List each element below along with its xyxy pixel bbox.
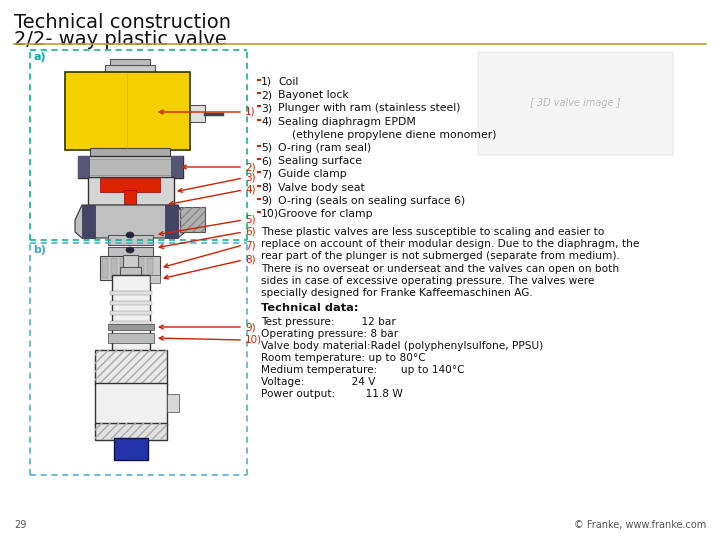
Text: sides in case of excessive operating pressure. The valves were: sides in case of excessive operating pre…	[261, 276, 595, 286]
Text: Guide clamp: Guide clamp	[278, 170, 347, 179]
Bar	[95, 383, 167, 425]
Bar	[100, 256, 160, 280]
Text: © Franke, www.franke.com: © Franke, www.franke.com	[574, 520, 706, 530]
Bar	[180, 207, 205, 232]
Text: 9): 9)	[261, 196, 272, 206]
Text: Technical data:: Technical data:	[261, 303, 359, 313]
Text: Sealing surface: Sealing surface	[278, 156, 362, 166]
Bar	[110, 59, 150, 65]
Text: Technical construction: Technical construction	[14, 13, 231, 32]
Bar	[138, 258, 144, 278]
Text: Bayonet lock: Bayonet lock	[278, 90, 348, 100]
Text: O-ring (seals on sealing surface 6): O-ring (seals on sealing surface 6)	[278, 196, 465, 206]
Text: a): a)	[33, 52, 45, 62]
Bar	[120, 267, 141, 275]
Bar	[111, 258, 117, 278]
Text: 10): 10)	[245, 335, 262, 345]
Bar	[110, 301, 152, 305]
Bar	[88, 177, 174, 205]
Text: 4): 4)	[261, 117, 272, 126]
Text: 2): 2)	[261, 90, 272, 100]
Bar	[105, 65, 155, 73]
Bar	[108, 247, 153, 257]
Bar	[129, 258, 135, 278]
Bar	[108, 324, 154, 330]
Text: 8): 8)	[261, 183, 272, 193]
Bar	[95, 423, 167, 440]
Text: 9): 9)	[245, 322, 256, 332]
Text: [ 3D valve image ]: [ 3D valve image ]	[530, 98, 621, 109]
Text: 2): 2)	[245, 162, 256, 172]
Text: Coil: Coil	[278, 77, 298, 87]
Text: 6): 6)	[245, 227, 256, 237]
Bar	[95, 350, 167, 385]
Bar	[108, 333, 154, 343]
Bar	[100, 178, 160, 192]
Bar	[123, 255, 138, 269]
Text: There is no overseat or underseat and the valves can open on both: There is no overseat or underseat and th…	[261, 264, 619, 274]
Text: These plastic valves are less susceptible to scaling and easier to: These plastic valves are less susceptibl…	[261, 227, 604, 237]
Text: 7): 7)	[245, 240, 256, 250]
Text: 10): 10)	[261, 209, 279, 219]
Bar	[78, 156, 90, 178]
Bar	[124, 190, 136, 222]
Text: 29: 29	[14, 520, 27, 530]
Bar	[150, 275, 160, 283]
Text: Room temperature: up to 80°C: Room temperature: up to 80°C	[261, 353, 426, 363]
Bar	[112, 275, 150, 355]
Bar	[180, 207, 205, 232]
Bar	[65, 72, 190, 150]
Text: Operating pressure: 8 bar: Operating pressure: 8 bar	[261, 329, 398, 339]
Text: b): b)	[33, 245, 46, 255]
Bar	[95, 423, 167, 440]
Text: 5): 5)	[261, 143, 272, 153]
Text: rear part of the plunger is not submerged (separate from medium).: rear part of the plunger is not submerge…	[261, 252, 620, 261]
Bar	[102, 258, 108, 278]
Bar	[171, 156, 183, 178]
Bar	[167, 394, 179, 412]
Bar	[147, 258, 153, 278]
Bar	[120, 258, 126, 278]
Bar	[78, 156, 183, 178]
Bar	[110, 291, 152, 295]
Text: Voltage:              24 V: Voltage: 24 V	[261, 377, 375, 387]
Text: Test pressure:        12 bar: Test pressure: 12 bar	[261, 317, 396, 327]
Text: Valve body material:Radel (polyphenylsulfone, PPSU): Valve body material:Radel (polyphenylsul…	[261, 341, 544, 351]
Bar	[122, 278, 140, 295]
Bar	[85, 159, 175, 175]
Ellipse shape	[126, 247, 134, 253]
Text: Valve body seat: Valve body seat	[278, 183, 365, 193]
Bar	[95, 350, 167, 385]
Polygon shape	[165, 205, 178, 238]
Text: Sealing diaphragm EPDM: Sealing diaphragm EPDM	[278, 117, 416, 126]
Text: 1): 1)	[245, 107, 256, 117]
Text: 3): 3)	[245, 173, 256, 183]
Polygon shape	[75, 205, 185, 238]
Bar	[110, 311, 152, 315]
Text: 7): 7)	[261, 170, 272, 179]
Text: 5): 5)	[245, 215, 256, 225]
Text: Groove for clamp: Groove for clamp	[278, 209, 373, 219]
Text: 2/2- way plastic valve: 2/2- way plastic valve	[14, 30, 227, 49]
Ellipse shape	[126, 232, 134, 238]
Text: (ethylene propylene diene monomer): (ethylene propylene diene monomer)	[278, 130, 497, 140]
Text: replace on account of their modular design. Due to the diaphragm, the: replace on account of their modular desi…	[261, 239, 639, 249]
Text: Medium temperature:       up to 140°C: Medium temperature: up to 140°C	[261, 365, 464, 375]
Bar	[108, 235, 153, 245]
Text: 6): 6)	[261, 156, 272, 166]
Text: Power output:         11.8 W: Power output: 11.8 W	[261, 389, 402, 399]
Polygon shape	[82, 205, 95, 238]
Bar	[90, 148, 170, 158]
Text: O-ring (ram seal): O-ring (ram seal)	[278, 143, 372, 153]
Text: Plunger with ram (stainless steel): Plunger with ram (stainless steel)	[278, 103, 461, 113]
Text: 3): 3)	[261, 103, 272, 113]
Text: 1): 1)	[261, 77, 272, 87]
Text: specially designed for Franke Kaffeemaschinen AG.: specially designed for Franke Kaffeemasc…	[261, 288, 533, 298]
Bar	[110, 321, 152, 325]
Bar	[478, 52, 673, 155]
Polygon shape	[190, 105, 205, 122]
Text: 4): 4)	[245, 185, 256, 195]
Text: 8): 8)	[245, 255, 256, 265]
Bar	[114, 438, 148, 460]
